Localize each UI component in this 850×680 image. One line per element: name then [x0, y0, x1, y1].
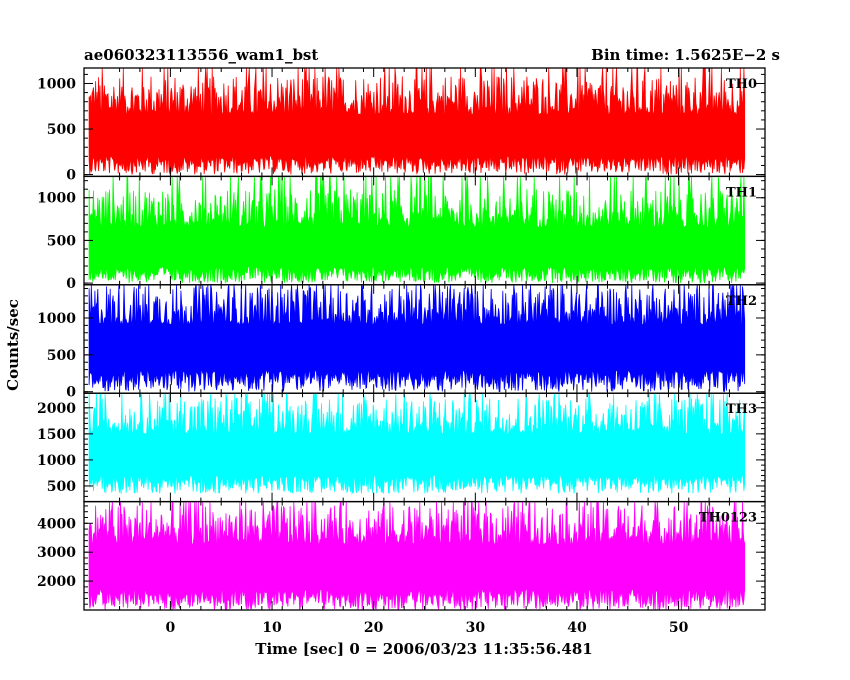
y-tick-label: 2000 [37, 574, 76, 590]
y-tick-label: 0 [66, 385, 76, 401]
chart-title-left: ae060323113556_wam1_bst [84, 46, 318, 64]
series-th2 [88, 284, 746, 393]
y-tick-label: 1000 [37, 311, 76, 327]
band-label: TH2 [726, 294, 757, 309]
x-axis: 0 10 20 30 40 50 [166, 620, 689, 636]
x-tick-label: 20 [364, 620, 384, 636]
panel-th0123: 2000 3000 4000 TH0123 [37, 500, 766, 611]
band-label: TH3 [726, 402, 757, 417]
y-tick-label: 4000 [37, 516, 76, 532]
x-tick-label: 40 [567, 620, 587, 636]
series-th0 [88, 68, 746, 176]
y-tick-label: 3000 [37, 545, 76, 561]
y-tick-label: 2000 [37, 401, 76, 417]
panel-th1: 0 500 1000 TH1 [37, 175, 766, 292]
y-tick-label: 500 [47, 479, 76, 495]
x-tick-label: 50 [669, 620, 689, 636]
band-label: TH0123 [699, 511, 757, 526]
series-th3 [88, 393, 746, 495]
panel-th3: 500 1000 1500 2000 TH3 [37, 392, 766, 503]
x-axis-label: Time [sec] 0 = 2006/03/23 11:35:56.481 [255, 640, 592, 658]
panel-th2: 0 500 1000 TH2 [37, 284, 766, 401]
band-label: TH0 [726, 77, 757, 92]
y-axis-label: Counts/sec [4, 299, 22, 391]
x-tick-label: 10 [262, 620, 282, 636]
panels-group: 0 500 1000 TH0 0 500 1000 TH1 0 500 1000 TH2 500 1000… [37, 67, 766, 611]
y-tick-label: 500 [47, 122, 76, 138]
y-tick-label: 1000 [37, 76, 76, 92]
series-th0123 [88, 501, 746, 611]
chart-title-right: Bin time: 1.5625E−2 s [591, 46, 780, 64]
y-tick-label: 1500 [37, 427, 76, 443]
x-tick-label: 30 [466, 620, 486, 636]
panel-th0: 0 500 1000 TH0 [37, 67, 766, 184]
y-tick-label: 0 [66, 276, 76, 292]
y-tick-label: 0 [66, 168, 76, 184]
band-label: TH1 [726, 185, 757, 200]
y-tick-label: 500 [47, 233, 76, 249]
y-tick-label: 1000 [37, 191, 76, 207]
y-tick-label: 1000 [37, 453, 76, 469]
series-th1 [88, 176, 746, 285]
x-tick-label: 0 [166, 620, 176, 636]
y-tick-label: 500 [47, 348, 76, 364]
